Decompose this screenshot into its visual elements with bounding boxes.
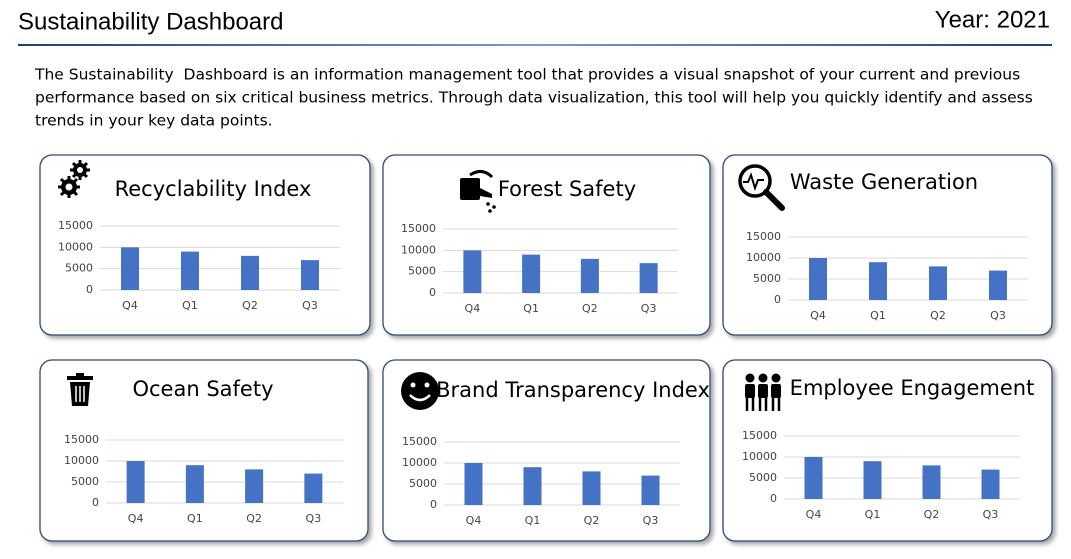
bar (809, 258, 827, 300)
y-tick-label: 5000 (749, 471, 777, 484)
bar (580, 258, 599, 293)
chart-title: Ocean Safety (132, 377, 273, 401)
x-tick-label: Q1 (865, 508, 881, 521)
y-tick-label: 10000 (64, 454, 99, 467)
watering-can-icon (460, 170, 496, 213)
x-tick-label: Q2 (242, 299, 258, 312)
bar (522, 254, 541, 293)
page-title: Sustainability Dashboard (18, 8, 284, 35)
x-tick-label: Q3 (641, 302, 657, 315)
bar (463, 250, 482, 293)
x-tick-label: Q2 (246, 512, 262, 525)
bar (639, 263, 658, 293)
y-tick-label: 0 (770, 492, 777, 505)
y-tick-label: 0 (86, 283, 93, 296)
bar (464, 463, 483, 505)
chart-title: Waste Generation (790, 170, 978, 194)
y-tick-label: 15000 (64, 433, 99, 446)
x-tick-label: Q4 (128, 512, 144, 525)
y-tick-label: 5000 (65, 262, 93, 275)
y-tick-label: 15000 (401, 222, 436, 235)
bar (869, 262, 887, 300)
x-tick-label: Q4 (465, 302, 481, 315)
bar (641, 475, 660, 505)
y-tick-label: 10000 (746, 251, 781, 264)
y-tick-label: 5000 (409, 477, 437, 490)
bar (241, 255, 259, 290)
bar (989, 270, 1007, 300)
x-tick-label: Q2 (584, 514, 600, 527)
y-tick-label: 15000 (742, 429, 777, 442)
x-tick-label: Q1 (187, 512, 203, 525)
year-label: Year: 2021 (935, 6, 1050, 33)
x-tick-label: Q4 (810, 309, 826, 322)
y-tick-label: 15000 (402, 435, 437, 448)
bar (863, 461, 882, 499)
y-tick-label: 15000 (58, 219, 93, 232)
card (39, 359, 369, 542)
x-tick-label: Q4 (466, 514, 482, 527)
y-tick-label: 10000 (401, 243, 436, 256)
icons (58, 160, 785, 411)
x-tick-label: Q1 (525, 514, 541, 527)
bar (121, 247, 139, 290)
chart-title: Employee Engagement (790, 376, 1035, 400)
x-tick-label: Q1 (523, 302, 539, 315)
gears-icon (58, 160, 90, 198)
x-tick-label: Q3 (990, 309, 1006, 322)
description: trends in your key data points. (35, 112, 273, 130)
bar (304, 473, 323, 503)
bar (245, 469, 264, 503)
y-tick-label: 0 (429, 286, 436, 299)
x-tick-label: Q4 (122, 299, 138, 312)
x-tick-label: Q1 (182, 299, 198, 312)
x-tick-label: Q3 (302, 299, 318, 312)
x-tick-label: Q4 (806, 508, 822, 521)
smiley-icon (401, 372, 439, 410)
x-tick-label: Q2 (924, 508, 940, 521)
bar (981, 469, 1000, 499)
x-tick-label: Q3 (306, 512, 322, 525)
x-tick-label: Q3 (643, 514, 659, 527)
y-tick-label: 10000 (742, 450, 777, 463)
y-tick-label: 0 (430, 498, 437, 511)
card (722, 154, 1053, 336)
people-icon (745, 373, 781, 411)
y-tick-label: 0 (92, 496, 99, 509)
x-tick-label: Q2 (930, 309, 946, 322)
bar (582, 471, 601, 505)
chart-title: Forest Safety (498, 177, 636, 201)
x-tick-label: Q1 (870, 309, 886, 322)
bar (922, 465, 941, 499)
chart-title: Recyclability Index (115, 177, 312, 201)
x-tick-label: Q2 (582, 302, 598, 315)
y-tick-label: 15000 (746, 230, 781, 243)
bar (126, 461, 145, 503)
bar (929, 266, 947, 300)
y-tick-label: 10000 (402, 456, 437, 469)
header-rule (18, 44, 1052, 46)
description: The Sustainability Dashboard is an infor… (34, 66, 1020, 84)
chart-title: Brand Transparency Index (436, 378, 710, 402)
bar (523, 467, 542, 505)
bar (181, 251, 199, 290)
y-tick-label: 5000 (71, 475, 99, 488)
magnifier-icon (738, 164, 785, 211)
bar (804, 457, 823, 499)
y-tick-label: 0 (774, 293, 781, 306)
description: performance based on six critical busine… (35, 89, 1033, 107)
bar (301, 260, 319, 290)
y-tick-label: 10000 (58, 240, 93, 253)
y-tick-label: 5000 (408, 265, 436, 278)
y-tick-label: 5000 (753, 272, 781, 285)
bar (185, 465, 204, 503)
trash-icon (67, 373, 93, 406)
x-tick-label: Q3 (983, 508, 999, 521)
